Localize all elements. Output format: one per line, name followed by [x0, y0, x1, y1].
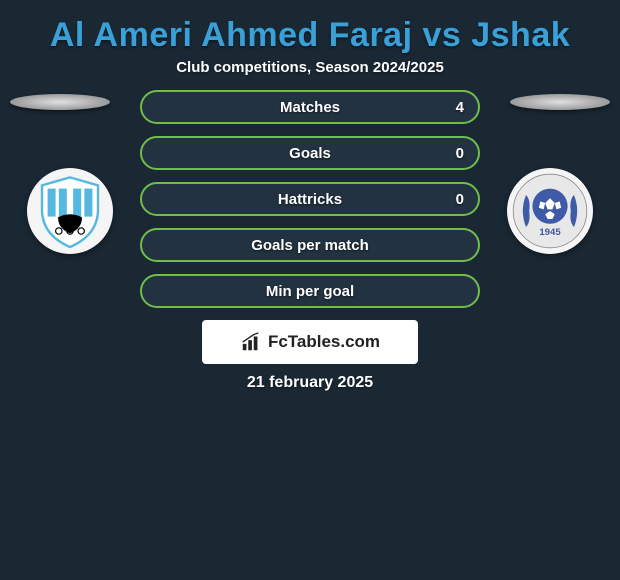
- stat-bar-goals-per-match: Goals per match: [140, 228, 480, 262]
- comparison-date: 21 february 2025: [0, 374, 620, 392]
- stat-value: 0: [456, 145, 464, 162]
- stat-value: 4: [456, 99, 464, 116]
- page-subtitle: Club competitions, Season 2024/2025: [0, 59, 620, 76]
- football-wreath-icon: 1945: [510, 171, 590, 251]
- club-logo-right: 1945: [507, 168, 593, 254]
- oval-left: [10, 94, 110, 110]
- stat-label: Min per goal: [266, 283, 354, 300]
- shield-icon: [30, 171, 110, 251]
- stat-bar-hattricks: Hattricks 0: [140, 182, 480, 216]
- logo-year: 1945: [539, 227, 561, 238]
- stat-value: 0: [456, 191, 464, 208]
- stat-label: Hattricks: [278, 191, 342, 208]
- stat-bar-min-per-goal: Min per goal: [140, 274, 480, 308]
- bar-chart-icon: [240, 331, 262, 353]
- stat-bars: Matches 4 Goals 0 Hattricks 0 Goals per …: [140, 90, 480, 308]
- comparison-content: 1945 Matches 4 Goals 0 Hattricks 0 Goals…: [0, 90, 620, 392]
- oval-right: [510, 94, 610, 110]
- stat-label: Goals: [289, 145, 331, 162]
- stat-bar-matches: Matches 4: [140, 90, 480, 124]
- club-logo-left: [27, 168, 113, 254]
- brand-text: FcTables.com: [268, 332, 380, 352]
- stat-label: Goals per match: [251, 237, 369, 254]
- stat-bar-goals: Goals 0: [140, 136, 480, 170]
- brand-badge[interactable]: FcTables.com: [202, 320, 418, 364]
- page-title: Al Ameri Ahmed Faraj vs Jshak: [0, 0, 620, 59]
- stat-label: Matches: [280, 99, 340, 116]
